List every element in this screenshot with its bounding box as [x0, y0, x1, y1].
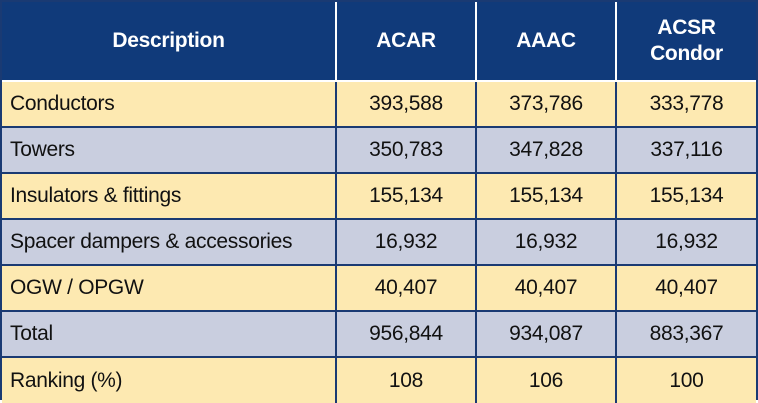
row-label: Spacer dampers & accessories	[2, 219, 337, 266]
table-row-ranking: Ranking (%) 108 106 100	[2, 357, 756, 403]
table-row-total: Total 956,844 934,087 883,367	[2, 311, 756, 358]
cell-acar: 16,932	[336, 219, 477, 266]
cell-acsr: 100	[616, 357, 756, 403]
header-row: Description ACAR AAAC ACSR Condor	[2, 2, 756, 82]
row-label: OGW / OPGW	[2, 265, 337, 312]
table-row-towers: Towers 350,783 347,828 337,116	[2, 127, 756, 174]
cell-aaac: 373,786	[476, 81, 617, 128]
row-label: Conductors	[2, 81, 337, 128]
cell-aaac: 347,828	[476, 127, 617, 174]
header-acsr-line2: Condor	[650, 42, 723, 65]
cell-acar: 956,844	[336, 311, 477, 358]
cell-acsr: 333,778	[616, 81, 756, 128]
cell-acsr: 883,367	[616, 311, 756, 358]
cell-acar: 108	[336, 357, 477, 403]
cell-acar: 393,588	[336, 81, 477, 128]
row-label: Towers	[2, 127, 337, 174]
header-description: Description	[2, 2, 337, 82]
cell-acsr: 16,932	[616, 219, 756, 266]
table-body: Conductors 393,588 373,786 333,778 Tower…	[2, 81, 756, 403]
header-acar: ACAR	[336, 2, 477, 82]
cell-aaac: 934,087	[476, 311, 617, 358]
cell-aaac: 106	[476, 357, 617, 403]
table-row-conductors: Conductors 393,588 373,786 333,778	[2, 81, 756, 128]
table-row-insulators: Insulators & fittings 155,134 155,134 15…	[2, 173, 756, 220]
cell-acsr: 155,134	[616, 173, 756, 220]
row-label: Total	[2, 311, 337, 358]
cell-aaac: 40,407	[476, 265, 617, 312]
cell-acsr: 337,116	[616, 127, 756, 174]
cell-aaac: 16,932	[476, 219, 617, 266]
row-label: Insulators & fittings	[2, 173, 337, 220]
cell-acsr: 40,407	[616, 265, 756, 312]
cell-acar: 40,407	[336, 265, 477, 312]
header-acsr-condor: ACSR Condor	[616, 2, 756, 82]
cell-aaac: 155,134	[476, 173, 617, 220]
row-label: Ranking (%)	[2, 357, 337, 403]
header-aaac: AAAC	[476, 2, 617, 82]
table-row-ogw-opgw: OGW / OPGW 40,407 40,407 40,407	[2, 265, 756, 312]
cell-acar: 350,783	[336, 127, 477, 174]
table-header: Description ACAR AAAC ACSR Condor	[2, 2, 756, 82]
cell-acar: 155,134	[336, 173, 477, 220]
table-row-spacer-dampers: Spacer dampers & accessories 16,932 16,9…	[2, 219, 756, 266]
header-acsr-line1: ACSR	[657, 16, 716, 39]
